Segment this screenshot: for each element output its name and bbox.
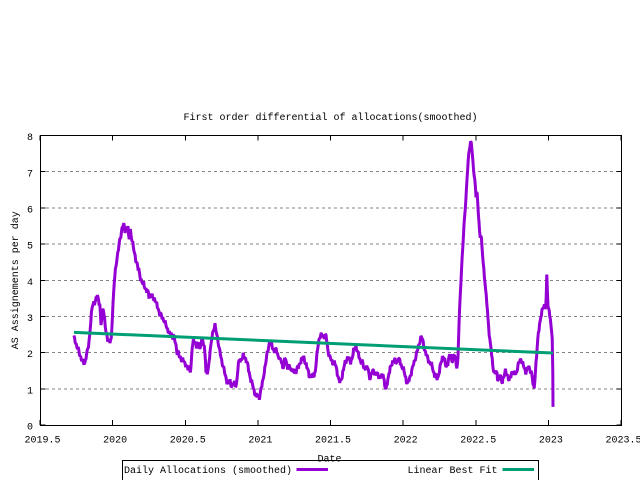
svg-text:2021: 2021	[248, 436, 272, 447]
svg-text:2020: 2020	[103, 436, 127, 447]
svg-text:First order differential of al: First order differential of allocations(…	[183, 112, 477, 124]
svg-text:2023: 2023	[539, 436, 563, 447]
svg-text:6: 6	[27, 205, 33, 216]
svg-text:5: 5	[27, 242, 33, 253]
svg-text:0: 0	[27, 423, 33, 434]
svg-text:2023.5: 2023.5	[605, 436, 640, 447]
svg-text:AS Assignements per day: AS Assignements per day	[10, 211, 22, 349]
svg-text:2: 2	[27, 350, 33, 361]
svg-text:2020.5: 2020.5	[170, 436, 206, 447]
svg-text:8: 8	[27, 133, 33, 144]
svg-text:4: 4	[27, 278, 33, 289]
svg-text:Linear Best Fit: Linear Best Fit	[408, 465, 498, 477]
svg-text:2022.5: 2022.5	[460, 436, 496, 447]
svg-text:Daily Allocations (smoothed): Daily Allocations (smoothed)	[124, 465, 292, 477]
svg-text:2019.5: 2019.5	[24, 436, 60, 447]
svg-text:7: 7	[27, 169, 33, 180]
svg-text:2021.5: 2021.5	[315, 436, 351, 447]
svg-text:2022: 2022	[394, 436, 418, 447]
svg-text:1: 1	[27, 386, 33, 397]
svg-text:3: 3	[27, 314, 33, 325]
